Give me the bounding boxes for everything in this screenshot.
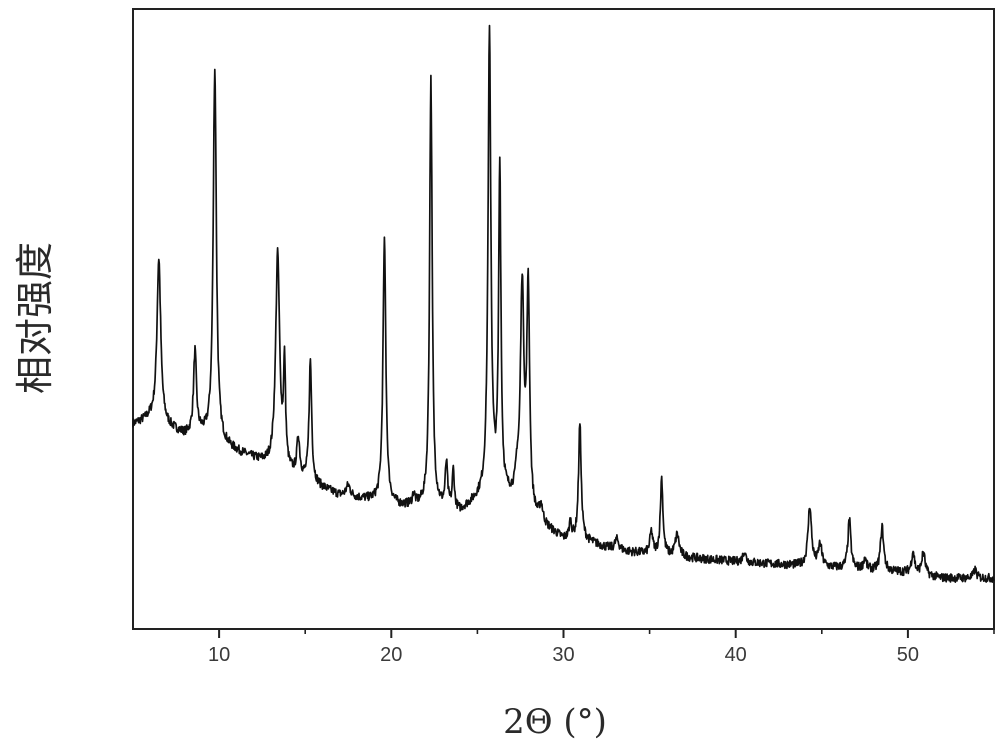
- diffraction-trace: [133, 26, 994, 583]
- x-axis-tick-labels: 10 20 30 40 50: [208, 644, 919, 666]
- x-axis-title: 2Θ (°): [503, 702, 607, 742]
- y-axis-title: 相对强度: [13, 242, 57, 394]
- x-tick-label: 50: [897, 644, 919, 666]
- x-axis-ticks: [219, 629, 994, 638]
- x-tick-label: 10: [208, 644, 230, 666]
- x-tick-label: 40: [725, 644, 747, 666]
- x-tick-label: 20: [380, 644, 402, 666]
- x-tick-label: 30: [552, 644, 574, 666]
